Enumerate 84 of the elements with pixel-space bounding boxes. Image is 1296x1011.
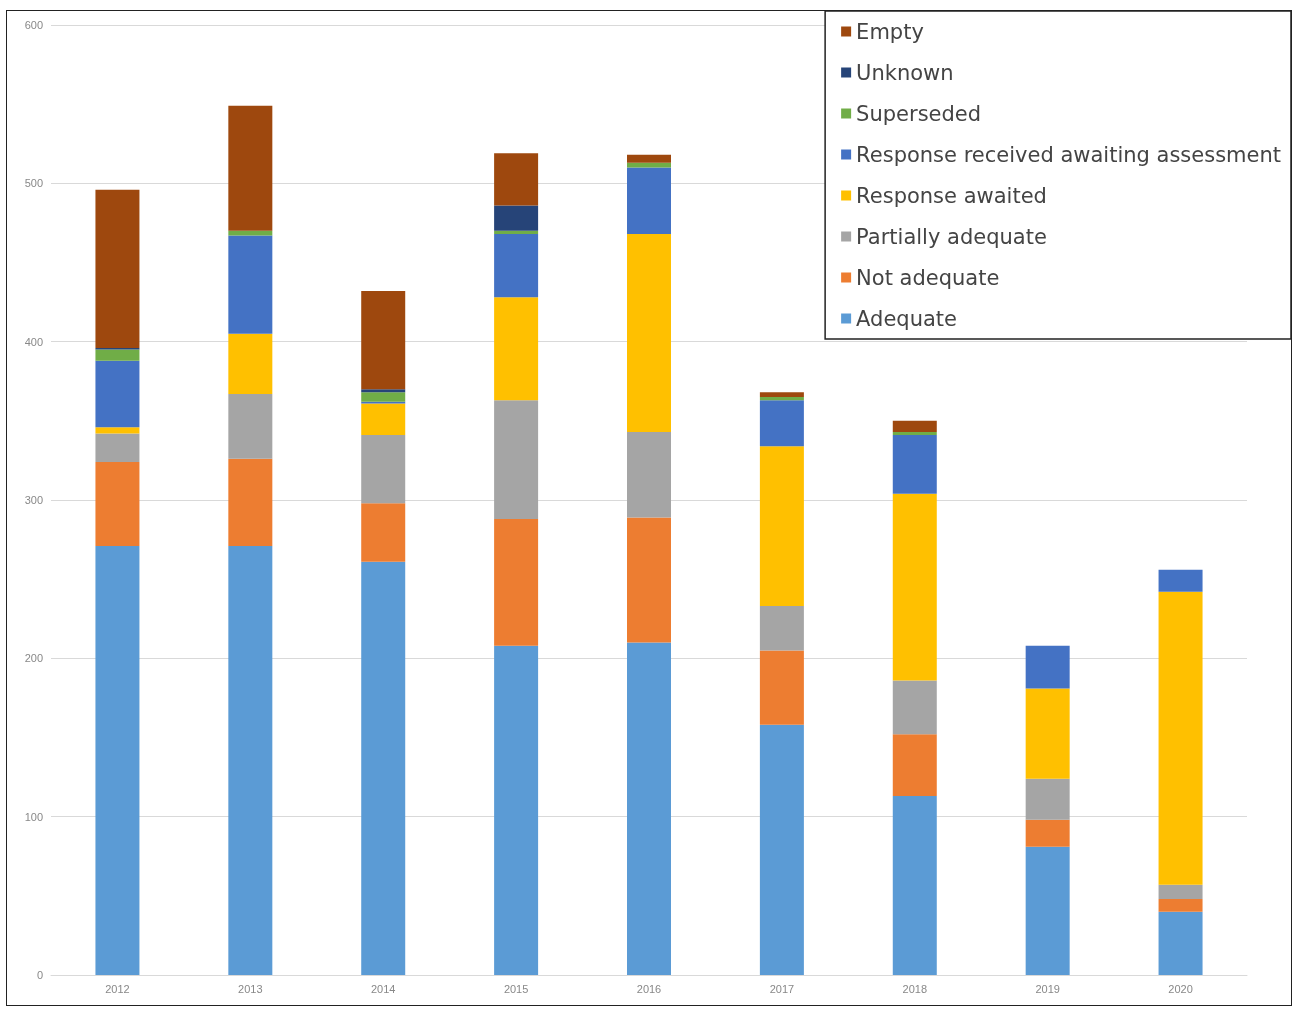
x-tick-label: 2017 — [769, 982, 795, 995]
bar — [627, 162, 671, 168]
x-tick-label: 2018 — [902, 982, 928, 995]
bar — [627, 154, 671, 163]
legend-label: Not adequate — [856, 265, 1000, 290]
bar — [95, 545, 140, 975]
x-tick-label: 2014 — [370, 982, 396, 995]
bar — [494, 153, 539, 206]
y-tick-label: 300 — [24, 494, 43, 506]
bar — [1025, 688, 1070, 779]
bar — [759, 724, 804, 975]
bar — [95, 360, 140, 428]
bar — [228, 458, 273, 546]
bar — [494, 519, 539, 646]
bar — [95, 349, 140, 361]
bar — [892, 734, 937, 797]
bar — [1158, 899, 1203, 912]
bar — [494, 297, 539, 401]
legend-label: Empty — [856, 19, 924, 44]
bar — [759, 392, 804, 398]
bar — [1158, 911, 1203, 975]
bar — [361, 435, 406, 504]
bar — [627, 642, 671, 975]
bar — [1025, 778, 1070, 820]
bar — [892, 431, 937, 436]
bar — [361, 392, 406, 402]
bar — [228, 230, 273, 236]
bar — [892, 493, 937, 681]
bar — [759, 606, 804, 651]
x-tick-label: 2012 — [105, 982, 130, 995]
legend-label: Partially adequate — [856, 224, 1047, 249]
bar — [892, 680, 937, 735]
bar — [361, 389, 406, 393]
bar — [361, 503, 406, 562]
bar — [95, 189, 140, 348]
bar — [1025, 819, 1070, 847]
legend-label: Superseded — [856, 101, 982, 126]
x-tick-label: 2015 — [503, 982, 529, 995]
bar — [361, 403, 406, 436]
legend-label: Adequate — [856, 306, 958, 331]
bar — [627, 234, 671, 432]
bar — [759, 397, 804, 401]
bar — [892, 796, 937, 975]
y-tick-label: 500 — [24, 177, 43, 190]
bar — [494, 400, 539, 519]
bar — [1158, 591, 1203, 885]
legend-label: Response awaited — [856, 183, 1047, 208]
bar — [361, 291, 406, 390]
x-tick-label: 2013 — [238, 982, 263, 995]
bar — [1158, 884, 1203, 899]
bar — [627, 431, 671, 518]
x-tick-label: 2019 — [1035, 982, 1060, 995]
bar — [759, 446, 804, 607]
y-tick-label: 100 — [24, 810, 43, 823]
bar — [892, 435, 937, 494]
y-tick-label: 400 — [24, 335, 43, 348]
bar — [494, 230, 539, 234]
bar — [1025, 846, 1070, 975]
bar — [95, 427, 140, 434]
bar — [1025, 645, 1070, 689]
bar — [95, 433, 140, 462]
bar — [1158, 569, 1203, 592]
legend-label: Response received awaiting assessment — [856, 142, 1282, 167]
x-tick-label: 2016 — [636, 982, 662, 995]
bar — [494, 645, 539, 975]
bar — [228, 105, 273, 231]
legend-label: Unknown — [856, 60, 954, 85]
bar — [494, 234, 539, 298]
bar — [95, 462, 140, 546]
y-tick-label: 200 — [24, 652, 43, 665]
bar — [228, 235, 273, 334]
bar — [228, 393, 273, 459]
x-tick-label: 2020 — [1168, 982, 1193, 995]
bar — [627, 517, 671, 643]
y-tick-label: 600 — [24, 19, 43, 31]
bar — [759, 650, 804, 725]
bar — [494, 205, 539, 231]
bar — [892, 420, 937, 432]
y-tick-label: 0 — [36, 969, 43, 981]
bar — [228, 333, 273, 394]
bar — [627, 167, 671, 234]
bar — [759, 400, 804, 447]
bar — [361, 561, 406, 975]
bar — [228, 545, 273, 975]
